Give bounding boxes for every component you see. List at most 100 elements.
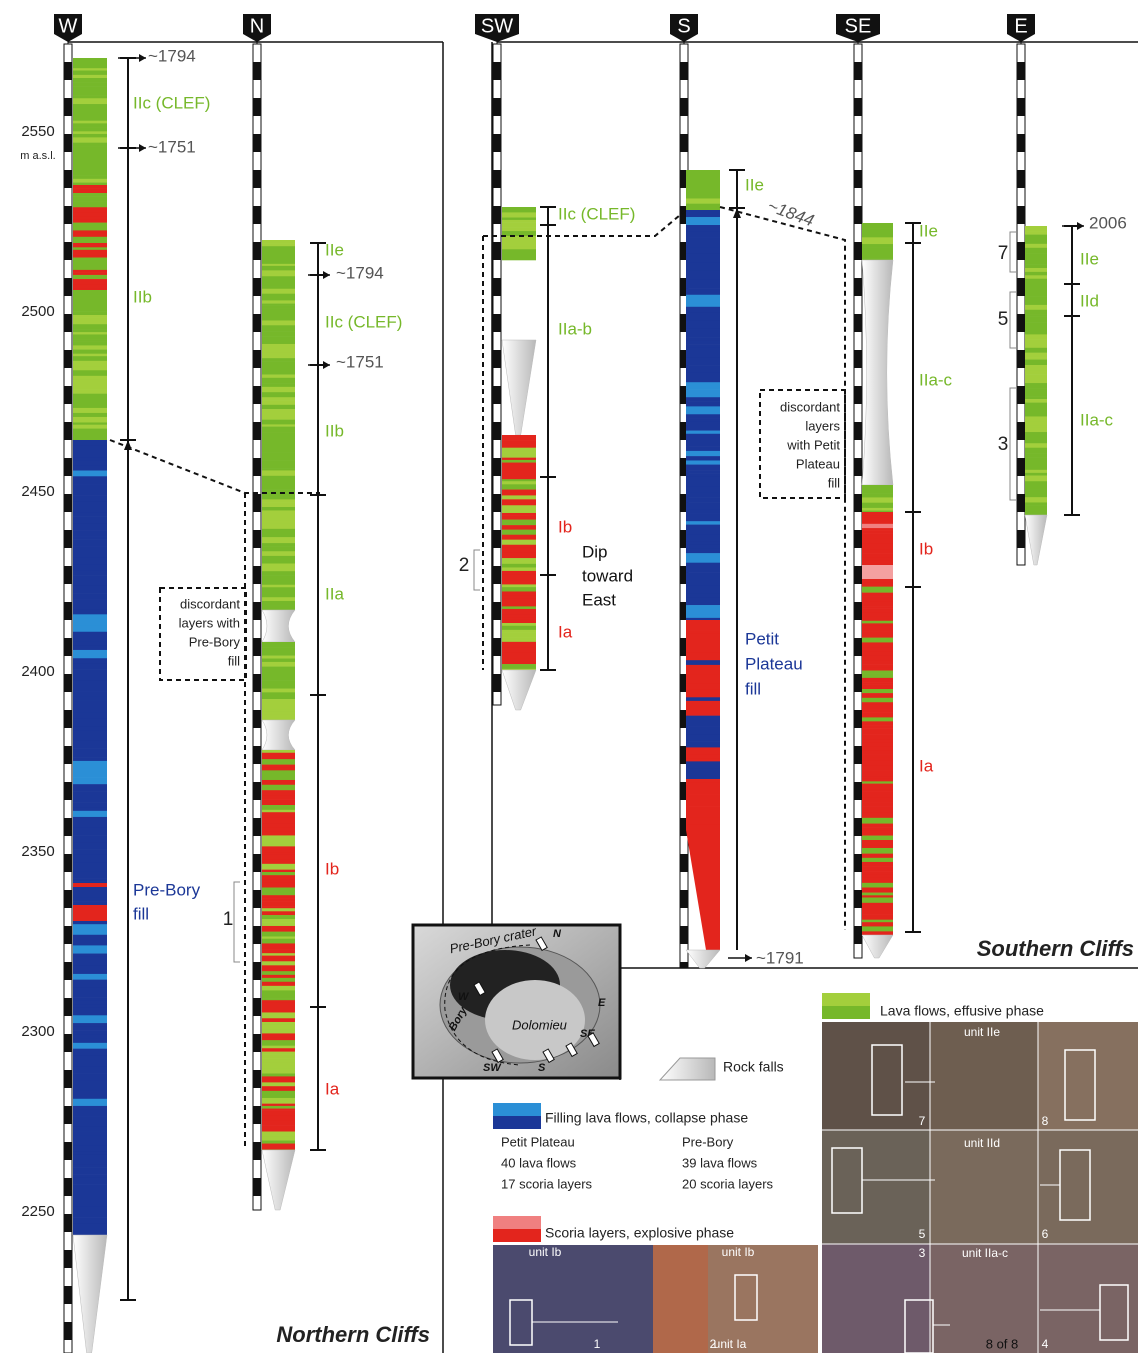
layer [262,804,295,811]
scale-tick [64,1178,72,1196]
layer [262,977,295,983]
layer [262,1105,295,1109]
layer [262,546,295,552]
scale-tick [1017,62,1025,80]
layer [262,661,295,667]
layer [686,191,720,197]
layer [262,879,295,883]
layer [502,658,536,665]
layer [1025,304,1047,311]
layer [262,308,295,314]
layer [262,347,295,353]
layer [73,169,107,176]
layer [262,981,295,987]
layer [502,479,536,482]
rock-fall [861,259,894,486]
legend-swatch [493,1116,541,1129]
layer [686,683,720,691]
layer [73,360,107,367]
layer [262,669,295,676]
layer [262,750,295,754]
layer [1025,247,1047,252]
layer [73,495,107,502]
layer [686,306,720,313]
layer [862,734,893,741]
layer [862,623,893,627]
layer [73,120,107,124]
layer [262,704,295,710]
layer [262,699,295,705]
layer [862,616,893,622]
layer [262,890,295,896]
layer [862,667,893,671]
layer [73,236,107,240]
layer [686,397,720,402]
layer [262,361,295,367]
layer [262,558,295,564]
unit-label: ~1751 [336,352,384,371]
layer [686,270,720,280]
layer [73,98,107,105]
scale-tick [854,602,862,620]
layer [686,806,720,818]
layer [862,673,893,679]
layer [73,631,107,643]
layer [862,538,893,545]
layer [73,70,107,76]
map-label: W [458,991,470,1003]
layer [262,692,295,696]
layer [73,614,107,626]
layer [502,435,536,441]
layer [1025,283,1047,290]
layer [862,817,893,824]
layer [262,925,295,932]
layer [73,470,107,477]
scale-tick [854,854,862,872]
layer [686,217,720,226]
rock-fall [261,1149,296,1211]
layer [262,470,295,477]
layer [502,444,536,448]
layer [262,565,295,572]
layer [262,839,295,845]
scale-tick [854,278,862,296]
legend-text: Filling lava flows, collapse phase [545,1110,748,1126]
layer [73,162,107,165]
layer [686,382,720,390]
layer [262,343,295,349]
photo [1038,1244,1138,1353]
layer [262,684,295,689]
layer [73,424,107,429]
photo-label: unit IId [964,1136,1000,1150]
scale-tick [493,98,501,116]
note: Plateau [796,456,840,471]
scale-tick [680,638,688,656]
layer [862,533,893,540]
layer [862,493,893,498]
layer [862,565,893,579]
layer [73,397,107,404]
layer [262,1048,295,1052]
layer [73,842,107,850]
layer [262,809,295,813]
layer [862,620,893,624]
layer [862,596,893,603]
layer [73,78,107,83]
layer [862,631,893,638]
layer [73,422,107,425]
layer [262,315,295,319]
layer [686,320,720,329]
photo-frame [904,1299,934,1353]
scale-tick [253,422,261,440]
layer [73,1194,107,1207]
rock-fall [72,1234,108,1353]
rock-fall [501,669,537,711]
layer [502,617,536,621]
unit-label: IIa-c [919,370,953,389]
layer [862,754,893,759]
photo-label: 4 [1042,1337,1049,1351]
layer [502,505,536,508]
column-tag-label: SE [845,15,872,37]
layer [73,300,107,304]
layer [862,839,893,846]
